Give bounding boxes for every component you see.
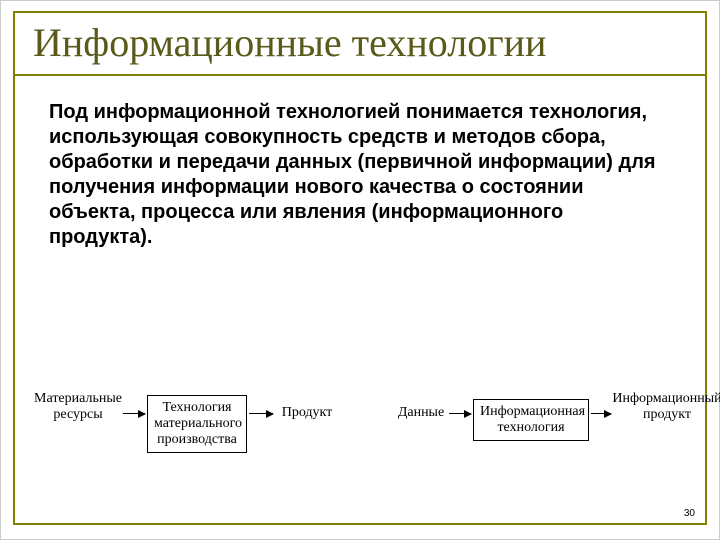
flow-arrow-n4-n5: [591, 413, 611, 414]
slide-body: Под информационной технологией понимаетс…: [15, 76, 705, 250]
flow-node-n5: Информационныйпродукт: [611, 391, 720, 423]
slide-title: Информационные технологии: [15, 13, 705, 76]
page-number: 30: [684, 508, 695, 519]
slide-frame: Информационные технологии Под информацио…: [13, 11, 707, 525]
flow-arrow-n1-n2: [249, 413, 273, 414]
flow-node-n2: Продукт: [277, 405, 337, 421]
flow-node-n0: Материальныересурсы: [33, 391, 123, 423]
flow-diagram: Материальныересурсы Технологияматериально…: [15, 383, 705, 493]
flow-arrow-n0-n1: [123, 413, 145, 414]
flow-node-n3: Данные: [393, 405, 449, 421]
flow-arrow-n3-n4: [449, 413, 471, 414]
flow-node-n1: Технологияматериальногопроизводства: [147, 395, 247, 453]
flow-node-n4: Информационнаятехнология: [473, 399, 589, 441]
